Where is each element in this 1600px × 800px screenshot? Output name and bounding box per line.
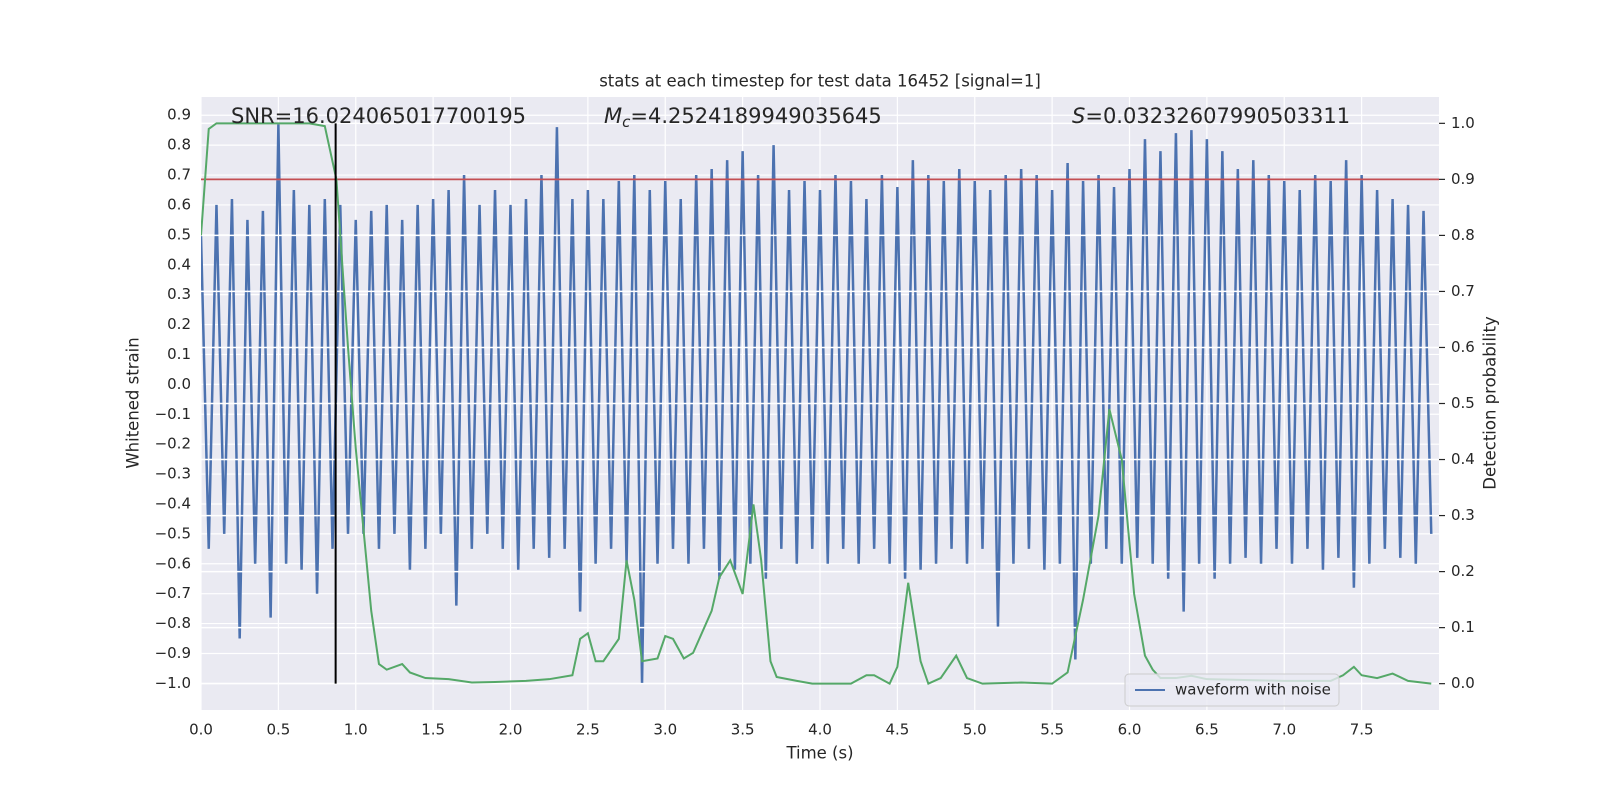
y2-tick-label: 1.0 <box>1451 114 1475 132</box>
x-axis-label: Time (s) <box>785 744 853 763</box>
y-tick-label: −1.0 <box>155 674 191 692</box>
x-tick-label: 0.5 <box>266 721 290 739</box>
y2-tick-label: 0.2 <box>1451 562 1475 580</box>
annotation: SNR=16.024065017700195 <box>231 104 526 128</box>
y-tick-label: −0.6 <box>155 554 191 572</box>
x-tick-label: 1.5 <box>421 721 445 739</box>
y-tick-label: 0.3 <box>167 285 191 303</box>
x-tick-label: 6.0 <box>1118 721 1142 739</box>
probability-line <box>201 122 1432 686</box>
y-tick-label: 0.2 <box>167 315 191 333</box>
y2-tick-label: 0.9 <box>1451 170 1475 188</box>
x-tick-label: 0.0 <box>189 721 213 739</box>
y2-tick-label: 0.0 <box>1451 674 1475 692</box>
x-tick-label: 2.0 <box>499 721 523 739</box>
annotation-value: =0.03232607990503311 <box>1085 104 1350 128</box>
y-tick-label: −0.7 <box>155 584 191 602</box>
y-tick-label: 0.5 <box>167 225 191 243</box>
annotation-symbol: M <box>604 104 622 128</box>
annotation: Mc=4.2524189949035645 <box>604 104 882 131</box>
y2-tick-label: 0.8 <box>1451 226 1475 244</box>
y-tick-label: 0.1 <box>167 345 191 363</box>
y-tick-label: −0.5 <box>155 524 191 542</box>
y2-tick-label: 0.5 <box>1451 394 1475 412</box>
y-tick-label: 0.8 <box>167 136 191 154</box>
x-tick-label: 5.5 <box>1040 721 1064 739</box>
y-tick-label: 0.9 <box>167 106 191 124</box>
y-tick-label: −0.9 <box>155 644 191 662</box>
y2-tick-label: 0.7 <box>1451 282 1475 300</box>
x-tick-label: 7.0 <box>1272 721 1296 739</box>
x-tick-label: 1.0 <box>344 721 368 739</box>
y-tick-label: −0.3 <box>155 465 191 483</box>
y-tick-label: −0.8 <box>155 614 191 632</box>
x-tick-label: 4.5 <box>885 721 909 739</box>
y-axis-label: Whitened strain <box>124 337 143 468</box>
x-tick-label: 6.5 <box>1195 721 1219 739</box>
x-tick-label: 3.5 <box>731 721 755 739</box>
plot-area <box>201 122 1439 686</box>
chart-title: stats at each timestep for test data 164… <box>599 72 1041 91</box>
y-tick-label: −0.4 <box>155 494 191 512</box>
y-tick-label: 0.0 <box>167 375 191 393</box>
y2-tick-label: 0.4 <box>1451 450 1475 468</box>
x-tick-label: 3.0 <box>653 721 677 739</box>
x-tick-label: 4.0 <box>808 721 832 739</box>
waveform-line <box>201 124 1433 684</box>
y-tick-label: 0.4 <box>167 255 191 273</box>
x-tick-label: 5.0 <box>963 721 987 739</box>
y-tick-label: 0.6 <box>167 195 191 213</box>
y2-tick-label: 0.3 <box>1451 506 1475 524</box>
annotation-subscript: c <box>622 113 631 131</box>
y-tick-label: 0.7 <box>167 166 191 184</box>
x-tick-label: 7.5 <box>1350 721 1374 739</box>
y-tick-label: −0.2 <box>155 435 191 453</box>
y2-tick-label: 0.6 <box>1451 338 1475 356</box>
annotation: S=0.03232607990503311 <box>1072 104 1350 128</box>
annotation-text: SNR=16.024065017700195 <box>231 104 526 128</box>
legend-box <box>1124 673 1340 707</box>
y2-axis-label: Detection probability <box>1481 316 1500 490</box>
annotation-value: =4.2524189949035645 <box>630 104 881 128</box>
x-tick-label: 2.5 <box>576 721 600 739</box>
annotation-symbol: S <box>1072 104 1085 128</box>
legend-label: waveform with noise <box>1175 681 1331 699</box>
y-tick-label: −0.1 <box>155 405 191 423</box>
y2-tick-label: 0.1 <box>1451 618 1475 636</box>
